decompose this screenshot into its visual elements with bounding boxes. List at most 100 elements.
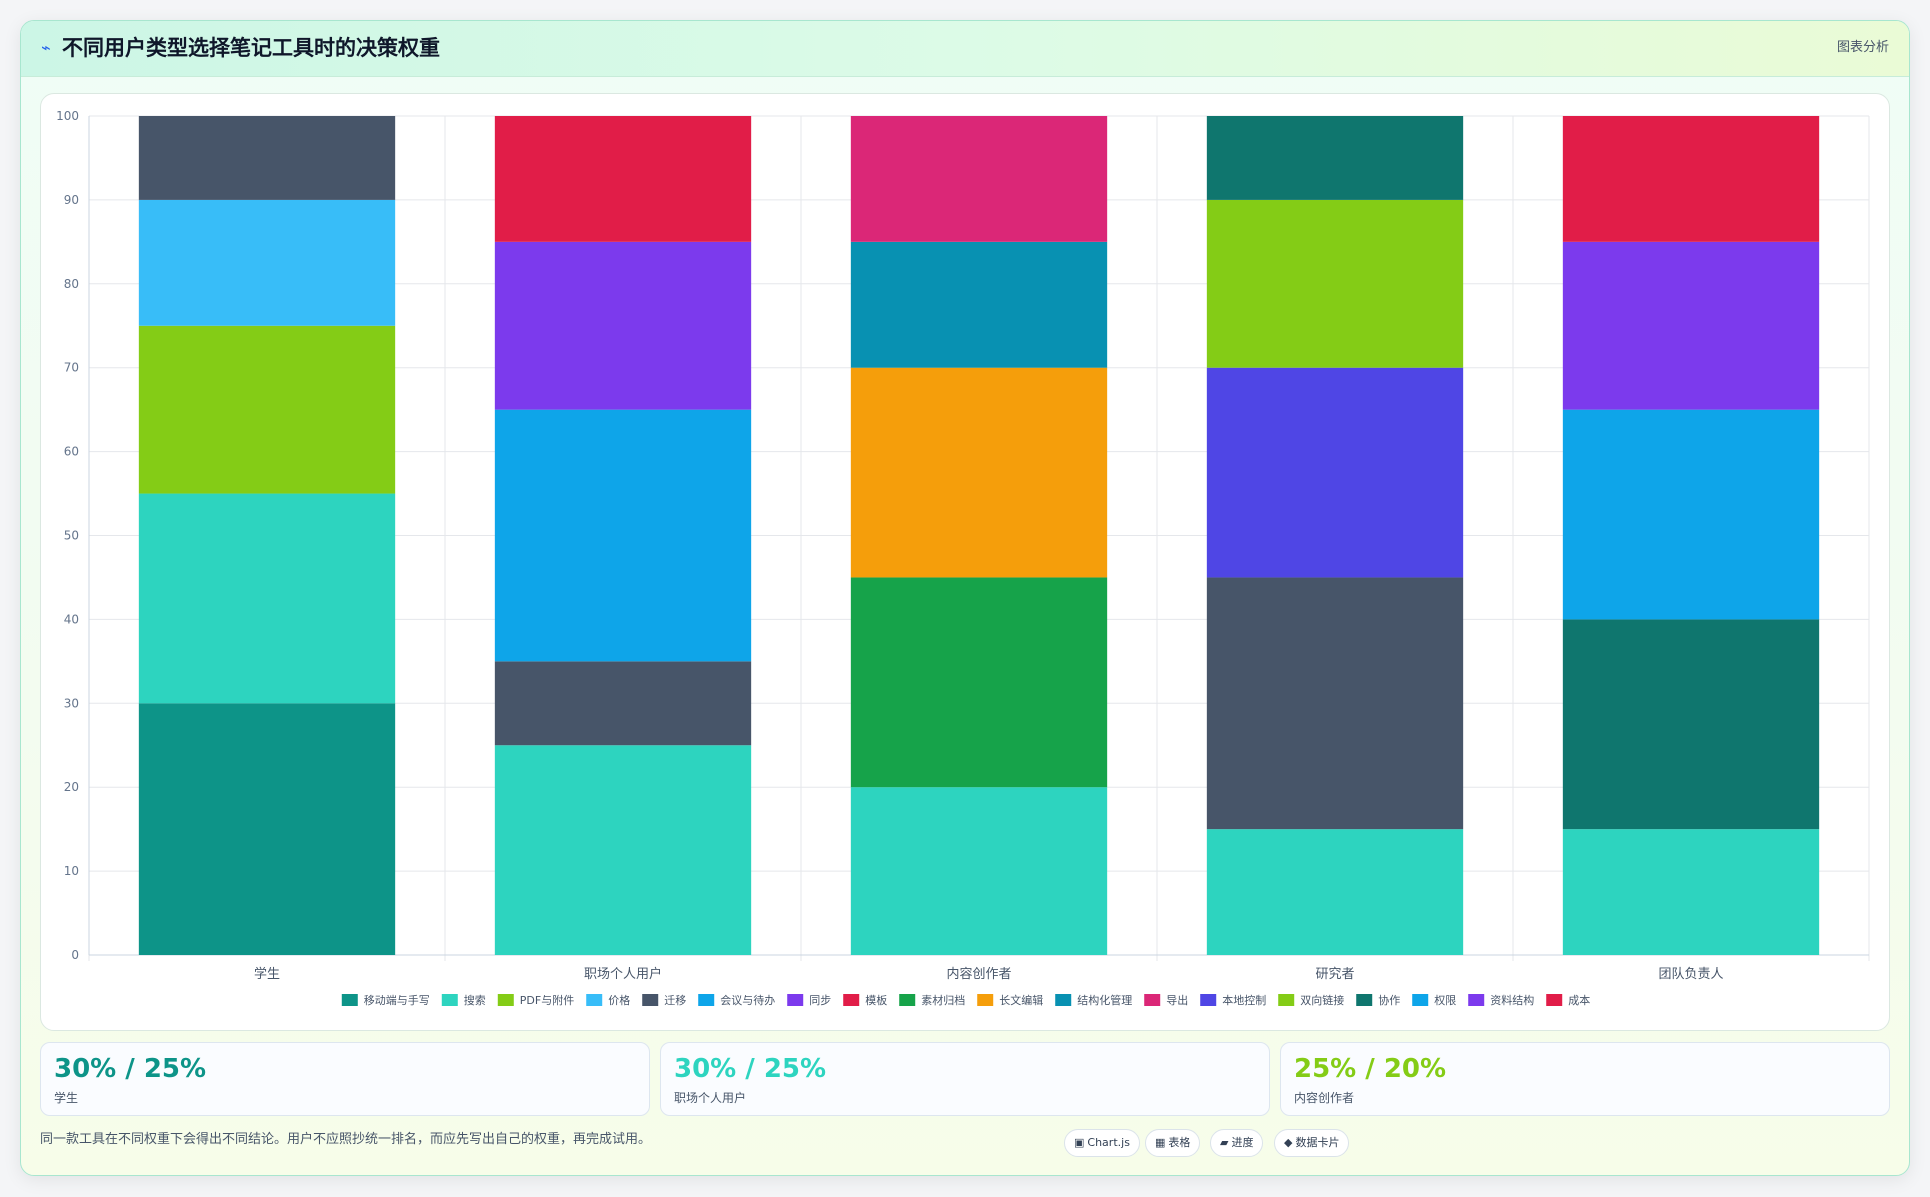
stat-cards: 30% / 25% 学生 30% / 25% 职场个人用户 25% / 20% … bbox=[40, 1042, 1890, 1116]
bar-segment bbox=[1562, 619, 1820, 830]
chart-panel: 0 10 20 30 40 50 60 70 80 90 100 学生 职场个人用户 内容创作者 研究者 团队… bbox=[40, 93, 1890, 1031]
legend-swatch[interactable] bbox=[1144, 994, 1161, 1006]
bar-segment bbox=[1562, 829, 1820, 955]
bar-segment bbox=[1206, 116, 1464, 200]
x-tick-label: 内容创作者 bbox=[946, 966, 1011, 982]
legend-label[interactable]: 会议与待办 bbox=[720, 993, 775, 1007]
bar-segment bbox=[1206, 829, 1464, 955]
bar-segment bbox=[494, 241, 752, 410]
bar-segment bbox=[850, 577, 1108, 788]
y-tick-label: 90 bbox=[64, 193, 79, 207]
tag-label: Chart.js bbox=[1087, 1136, 1130, 1149]
legend-label[interactable]: 资料结构 bbox=[1490, 993, 1534, 1007]
tag-chartjs[interactable]: ▣ Chart.js bbox=[1064, 1129, 1140, 1157]
data-card-icon: ◆ bbox=[1284, 1136, 1293, 1149]
legend-label[interactable]: 移动端与手写 bbox=[364, 993, 430, 1007]
legend-swatch[interactable] bbox=[1200, 994, 1217, 1006]
legend-label[interactable]: 素材归档 bbox=[921, 993, 965, 1007]
stacked-bar-chart: 0 10 20 30 40 50 60 70 80 90 100 学生 职场个人用户 内容创作者 研究者 团队… bbox=[56, 109, 1870, 1007]
progress-icon: ▰ bbox=[1220, 1136, 1229, 1149]
stat-value: 30% / 25% bbox=[54, 1054, 207, 1084]
y-tick-label: 70 bbox=[64, 361, 79, 375]
bar-segment bbox=[138, 199, 396, 326]
bar-segment bbox=[1562, 409, 1820, 620]
stat-value: 25% / 20% bbox=[1294, 1054, 1447, 1084]
tag-label: 进度 bbox=[1231, 1136, 1254, 1149]
bar-segment bbox=[1206, 199, 1464, 368]
legend-swatch[interactable] bbox=[1546, 994, 1563, 1006]
footnote: 同一款工具在不同权重下会得出不同结论。用户不应照抄统一排名，而应先写出自己的权重… bbox=[40, 1132, 652, 1147]
bar-segment bbox=[494, 409, 752, 662]
bar-segment bbox=[138, 325, 396, 494]
legend-swatch[interactable] bbox=[1278, 994, 1295, 1006]
legend-swatch[interactable] bbox=[787, 994, 804, 1006]
legend-label[interactable]: 协作 bbox=[1378, 993, 1400, 1007]
legend-label[interactable]: 结构化管理 bbox=[1077, 993, 1132, 1007]
x-tick-label: 团队负责人 bbox=[1658, 967, 1723, 982]
tag-table[interactable]: ▦ 表格 bbox=[1145, 1129, 1201, 1157]
legend-swatch[interactable] bbox=[698, 994, 715, 1006]
bar-segment bbox=[494, 661, 752, 746]
bar-segment bbox=[850, 367, 1108, 578]
tag-progress[interactable]: ▰ 进度 bbox=[1210, 1129, 1264, 1157]
y-tick-label: 50 bbox=[64, 529, 79, 543]
y-tick-label: 0 bbox=[71, 948, 79, 962]
legend-label[interactable]: PDF与附件 bbox=[520, 993, 574, 1007]
stat-label: 学生 bbox=[54, 1091, 79, 1105]
legend-label[interactable]: 搜索 bbox=[464, 993, 486, 1007]
stat-card: 30% / 25% 学生 bbox=[40, 1042, 650, 1116]
legend-label[interactable]: 权限 bbox=[1434, 994, 1456, 1007]
x-tick-label: 学生 bbox=[254, 966, 280, 982]
chart-icon: ▣ bbox=[1074, 1136, 1085, 1149]
legend-swatch[interactable] bbox=[341, 994, 358, 1006]
y-tick-label: 20 bbox=[64, 780, 79, 794]
legend-swatch[interactable] bbox=[586, 994, 603, 1006]
stat-value: 30% / 25% bbox=[674, 1054, 827, 1084]
bar-segment bbox=[1206, 577, 1464, 830]
bar-segment bbox=[1562, 116, 1820, 242]
y-tick-label: 80 bbox=[64, 277, 79, 291]
legend-label[interactable]: 成本 bbox=[1568, 993, 1590, 1007]
legend-swatch[interactable] bbox=[642, 994, 659, 1006]
legend-swatch[interactable] bbox=[899, 994, 916, 1006]
legend-swatch[interactable] bbox=[977, 994, 994, 1006]
y-tick-label: 60 bbox=[64, 445, 79, 459]
chart-legend: 移动端与手写 搜索 PDF与附件 价格 迁移 会议与待办 同步 模板 素材归档 长文编辑 结构化管理… bbox=[341, 993, 1590, 1007]
y-tick-label: 10 bbox=[64, 864, 79, 878]
stat-label: 职场个人用户 bbox=[674, 1091, 747, 1105]
bar-segment bbox=[494, 745, 752, 955]
bar-segment bbox=[138, 703, 396, 955]
legend-label[interactable]: 模板 bbox=[865, 993, 887, 1007]
bar-segment bbox=[850, 787, 1108, 955]
tag-label: 数据卡片 bbox=[1295, 1136, 1340, 1149]
legend-label[interactable]: 长文编辑 bbox=[999, 993, 1043, 1007]
legend-label[interactable]: 导出 bbox=[1166, 993, 1188, 1007]
y-tick-label: 30 bbox=[64, 696, 79, 710]
x-tick-label: 职场个人用户 bbox=[584, 966, 662, 982]
legend-label[interactable]: 迁移 bbox=[664, 994, 686, 1007]
legend-swatch[interactable] bbox=[497, 994, 514, 1006]
tag-label: 表格 bbox=[1168, 1136, 1191, 1149]
bar-segment bbox=[850, 116, 1108, 242]
legend-swatch[interactable] bbox=[1356, 994, 1373, 1006]
table-icon: ▦ bbox=[1155, 1136, 1166, 1149]
legend-label[interactable]: 同步 bbox=[809, 994, 831, 1007]
stat-label: 内容创作者 bbox=[1294, 1091, 1355, 1105]
legend-swatch[interactable] bbox=[441, 994, 458, 1006]
legend-label[interactable]: 双向链接 bbox=[1300, 993, 1344, 1007]
legend-swatch[interactable] bbox=[1468, 994, 1485, 1006]
legend-swatch[interactable] bbox=[1412, 994, 1429, 1006]
legend-swatch[interactable] bbox=[843, 994, 860, 1006]
chart-card: ⌁ 不同用户类型选择笔记工具时的决策权重 图表分析 0 10 20 30 40 50 60 7… bbox=[20, 20, 1910, 1176]
bar-segment bbox=[138, 493, 396, 704]
stat-card: 30% / 25% 职场个人用户 bbox=[660, 1042, 1270, 1116]
legend-label[interactable]: 价格 bbox=[608, 993, 630, 1007]
y-tick-label: 100 bbox=[56, 109, 79, 123]
legend-swatch[interactable] bbox=[1055, 994, 1072, 1006]
x-tick-label: 研究者 bbox=[1315, 967, 1354, 982]
chart-analysis-badge: 图表分析 bbox=[1836, 40, 1889, 55]
tag-data-card[interactable]: ◆ 数据卡片 bbox=[1274, 1129, 1350, 1157]
bar-segment bbox=[138, 116, 396, 200]
legend-label[interactable]: 本地控制 bbox=[1222, 993, 1266, 1007]
card-header: ⌁ 不同用户类型选择笔记工具时的决策权重 图表分析 bbox=[21, 21, 1909, 77]
